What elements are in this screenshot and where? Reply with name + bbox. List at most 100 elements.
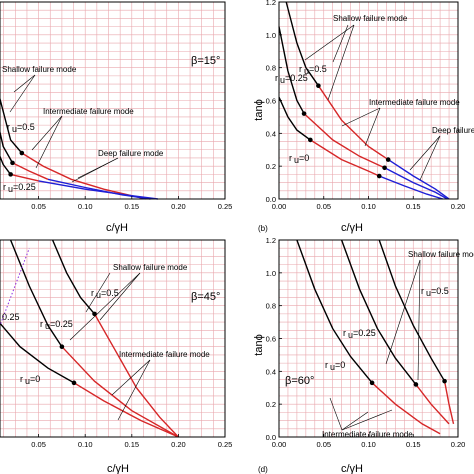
plot-frame xyxy=(0,1,226,200)
transition-point-2 xyxy=(71,380,77,386)
series-line-7 xyxy=(309,139,380,177)
panel-c-ru-0: r u =0 xyxy=(20,374,40,386)
series-line-1 xyxy=(443,381,455,425)
series-line-5 xyxy=(384,167,448,200)
panel-b-ylabel: tanϕ xyxy=(253,99,265,120)
x-tick-label: 0.05 xyxy=(316,440,331,449)
x-tick-label: 0.05 xyxy=(316,202,331,211)
x-tick-label: 0.05 xyxy=(31,440,46,449)
panel-b-markers xyxy=(301,83,391,179)
transition-point-1 xyxy=(385,157,391,162)
series-line-5 xyxy=(371,382,441,435)
panel-c-ru-val-025: =0.25 xyxy=(50,319,73,329)
series-line-1 xyxy=(93,313,179,438)
annotation-leader-5 xyxy=(409,135,441,171)
panel-c-ru-05: r u =0.5 xyxy=(91,288,119,300)
annotation-leader-2 xyxy=(111,359,151,396)
panel-a-ann-intermediate: Intermediate failure mode xyxy=(43,107,134,116)
panel-d-ru-val-025: =0.25 xyxy=(353,328,376,338)
panel-a-curves xyxy=(0,95,158,200)
transition-point-4 xyxy=(308,137,313,143)
panel-c-beta: β=45° xyxy=(191,291,220,303)
annotation-leader-0 xyxy=(13,74,36,93)
series-line-0 xyxy=(0,95,23,154)
panel-a-ru-sub-2: u xyxy=(8,184,13,194)
panel-b-ann-deep: Deep failure xyxy=(432,126,474,135)
panel-b-ann-intermediate: Intermediate failure mode xyxy=(369,98,460,107)
x-tick-label: 0.10 xyxy=(78,202,93,211)
transition-point-0 xyxy=(19,150,25,156)
series-line-2 xyxy=(9,239,63,348)
panel-d-ru-sub-0: u xyxy=(330,362,335,372)
y-tick-label: 0.6 xyxy=(266,97,276,106)
panel-b-ru-r-025: r xyxy=(275,73,278,83)
annotation-leader-2 xyxy=(329,397,343,431)
panel-b-ru-val-05: =0.5 xyxy=(309,64,327,74)
panel-a-ru-r-2: r xyxy=(3,182,6,192)
y-tick-label: 1.2 xyxy=(266,0,276,7)
x-tick-label: 0.00 xyxy=(272,202,287,211)
panel-d-ru-0: r u =0 xyxy=(325,360,345,372)
y-tick-label: 0.4 xyxy=(266,129,276,138)
y-tick-label: 0.4 xyxy=(266,367,276,376)
series-line-4 xyxy=(0,322,75,384)
panel-c-ru-r-0: r xyxy=(20,374,23,384)
x-tick-label: 0.25 xyxy=(218,440,233,449)
panel-b-ru-0: r u =0 xyxy=(289,153,309,165)
panel-d-ru-val-05: =0.5 xyxy=(431,286,449,296)
transition-point-2 xyxy=(8,172,13,177)
series-line-3 xyxy=(61,346,179,438)
panel-a-frame xyxy=(0,1,226,200)
annotation-leader-0 xyxy=(304,24,355,61)
panel-a-ru-sub: u xyxy=(12,124,17,134)
series-line-5 xyxy=(73,382,179,438)
annotation-leader-3 xyxy=(341,107,381,127)
panel-b-xlabel: c/γH xyxy=(341,222,363,234)
y-tick-label: 0.2 xyxy=(266,162,276,171)
panel-c-curves xyxy=(0,239,179,438)
transition-point-2 xyxy=(301,111,307,116)
panel-a: 0.05 0.10 0.15 0.20 0.25 Shallow failure mod… xyxy=(0,1,233,234)
y-tick-label: 0.0 xyxy=(266,195,276,204)
panel-d-ru-r-0: r xyxy=(325,360,328,370)
panel-a-ann-shallow: Shallow failure mode xyxy=(2,65,77,74)
series-line-6 xyxy=(10,173,39,182)
transition-point-2 xyxy=(369,380,375,386)
y-tick-label: 0.8 xyxy=(266,302,276,311)
panel-c-annotations: Shallow failure mode Intermediate failur… xyxy=(2,263,220,421)
panel-b-ru-r-0: r xyxy=(289,153,292,163)
panel-d-ann-intermediate: Intermediate failure mode xyxy=(322,430,413,439)
annotation-leader-1 xyxy=(9,74,36,113)
y-tick-label: 0.2 xyxy=(266,400,276,409)
panel-c-xlabel: c/γH xyxy=(107,463,129,474)
panel-c-ru-sub-05: u xyxy=(96,290,101,300)
transition-point-3 xyxy=(382,165,387,171)
panel-b-ru-05: r u =0.5 xyxy=(299,64,327,76)
x-tick-label: 0.20 xyxy=(451,440,466,449)
panel-b-ticks: 0.00 0.05 0.10 0.15 0.20 0.0 0.2 0.4 0.6 0.8 1.0 1.… xyxy=(266,0,466,211)
series-line-3 xyxy=(12,162,49,180)
annotation-leader-3 xyxy=(117,359,151,421)
panel-d: 0.00 0.05 0.10 0.15 0.20 0.0 0.2 0.4 0.6 0.8 1.0 1.… xyxy=(253,236,474,474)
panel-d-ticks: 0.00 0.05 0.10 0.15 0.20 0.0 0.2 0.4 0.6 0.8 1.0 1.… xyxy=(266,236,466,449)
series-line-7 xyxy=(38,180,158,200)
series-line-2 xyxy=(387,159,450,200)
annotation-leader-4 xyxy=(364,107,381,147)
annotation-leader-1 xyxy=(69,272,141,341)
panel-b-ru-r-05: r xyxy=(299,64,302,74)
panel-d-markers xyxy=(369,378,447,387)
series-line-4 xyxy=(296,239,373,384)
transition-point-1 xyxy=(413,382,419,387)
panel-d-xlabel: c/γH xyxy=(341,463,363,474)
annotation-leader-4 xyxy=(85,272,111,313)
panel-d-ru-r-025: r xyxy=(343,328,346,338)
x-tick-label: 0.25 xyxy=(218,202,233,211)
series-line-0 xyxy=(285,1,319,87)
panel-c-ann-intermediate: Intermediate failure mode xyxy=(119,350,210,359)
panel-b: 0.00 0.05 0.10 0.15 0.20 0.0 0.2 0.4 0.6 0.8 1.0 1.… xyxy=(253,0,474,234)
x-tick-label: 0.20 xyxy=(171,440,186,449)
annotation-leader-1 xyxy=(417,259,421,381)
series-line-2 xyxy=(0,129,14,164)
panel-b-annotations: Shallow failure mode Intermediate failur… xyxy=(275,14,474,181)
annotation-leader-3 xyxy=(35,115,63,169)
